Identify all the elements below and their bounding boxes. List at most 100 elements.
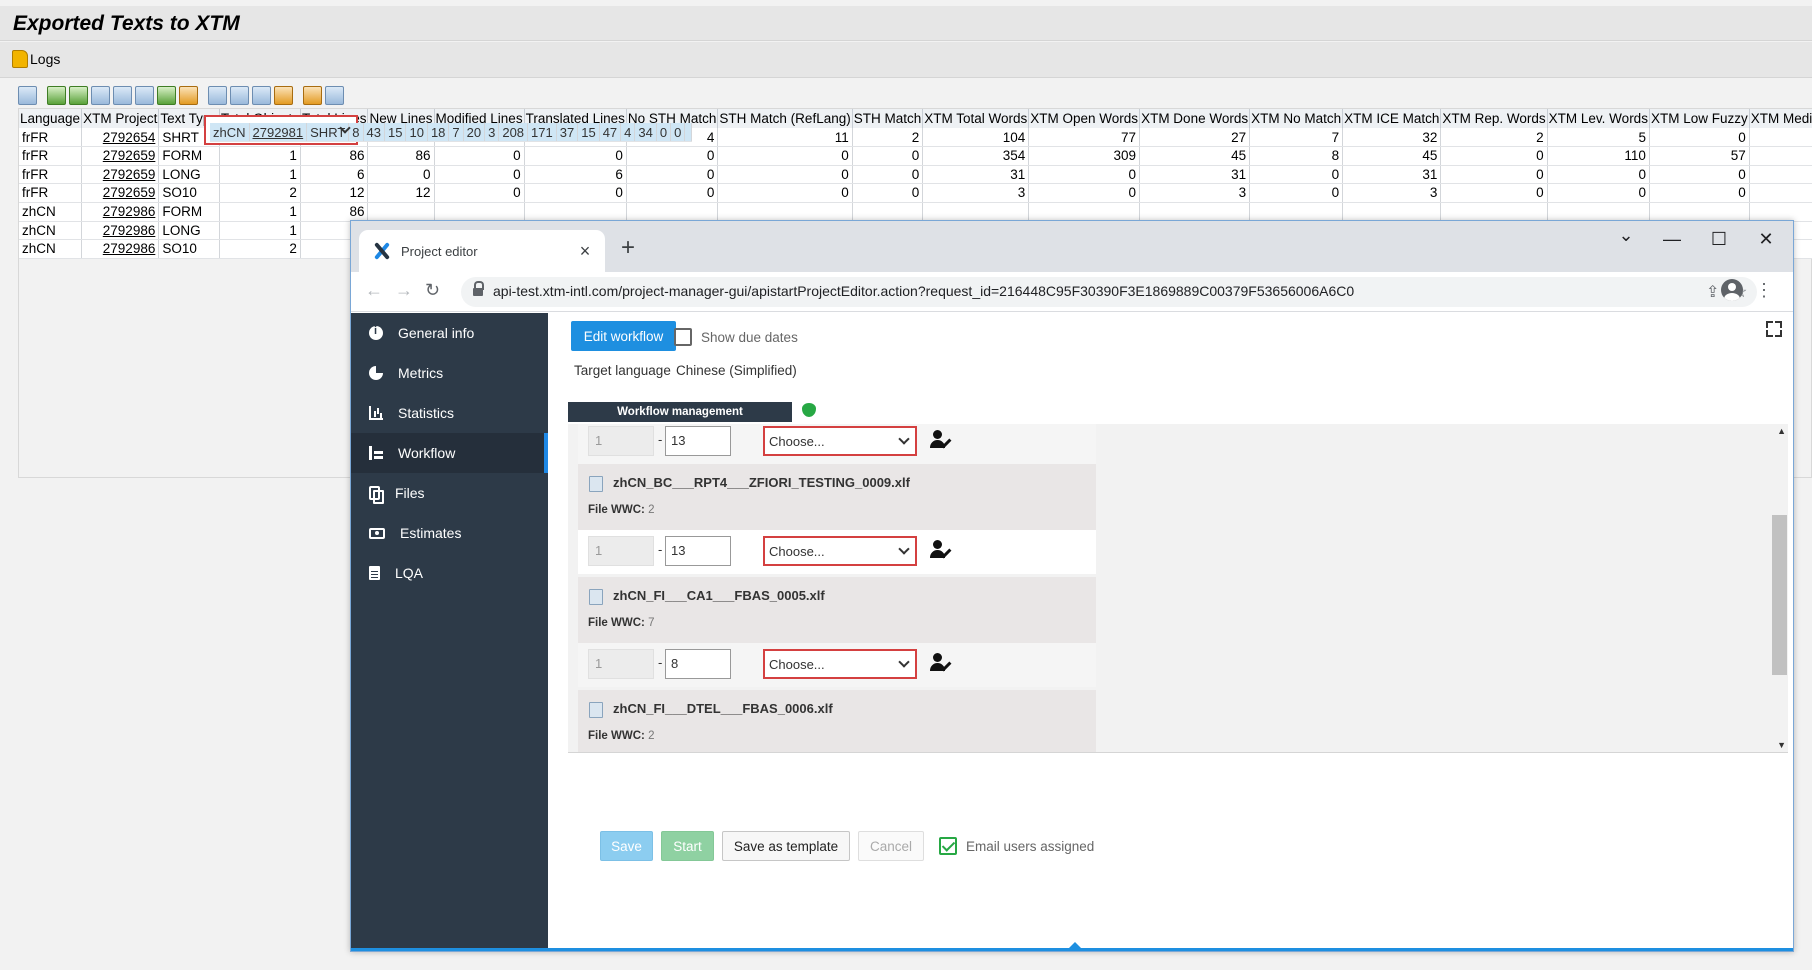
graphic-icon[interactable] xyxy=(303,86,322,105)
range-to-input[interactable]: 8 xyxy=(665,649,731,679)
fullscreen-icon[interactable] xyxy=(1766,321,1782,337)
table-cell: 86 xyxy=(367,146,435,166)
maximize-icon[interactable]: ☐ xyxy=(1710,229,1728,249)
table-row[interactable]: frFR2792659SO102121200000303030000 xyxy=(19,183,1812,203)
assign-user-icon[interactable] xyxy=(930,540,952,560)
logs-button[interactable]: Logs xyxy=(12,50,60,68)
table-cell: 31 xyxy=(922,165,1030,184)
start-button[interactable]: Start xyxy=(661,831,714,861)
show-due-dates-checkbox[interactable] xyxy=(674,328,692,346)
column-header[interactable]: XTM Total Words xyxy=(922,109,1030,128)
table-cell[interactable]: 2792659 xyxy=(81,183,160,203)
share-icon[interactable]: ⇪ xyxy=(1706,284,1720,301)
table-cell: 3 xyxy=(1342,183,1442,203)
column-header[interactable]: XTM Medium Fuzzy xyxy=(1749,109,1812,128)
table-cell[interactable]: 2792986 xyxy=(81,239,160,259)
browser-tab[interactable]: Project editor × xyxy=(359,230,605,272)
assign-user-icon[interactable] xyxy=(930,430,952,450)
assignee-select[interactable]: Choose... xyxy=(763,426,917,456)
subtotal-icon[interactable] xyxy=(179,86,198,105)
find-icon[interactable] xyxy=(91,86,110,105)
url-bar[interactable]: api-test.xtm-intl.com/project-manager-gu… xyxy=(461,277,1757,307)
table-cell: frFR xyxy=(19,165,83,184)
range-to-input[interactable]: 13 xyxy=(665,426,731,456)
new-tab-icon[interactable]: + xyxy=(621,234,636,261)
lock-icon[interactable] xyxy=(473,281,484,298)
filter-icon[interactable] xyxy=(135,86,154,105)
find-next-icon[interactable] xyxy=(113,86,132,105)
email-users-checkbox[interactable] xyxy=(939,837,957,855)
details-icon[interactable] xyxy=(18,86,37,105)
reload-icon[interactable]: ↻ xyxy=(425,280,441,300)
table-cell: 110 xyxy=(1547,146,1650,166)
column-header[interactable]: XTM Project xyxy=(81,109,160,128)
assign-user-icon[interactable] xyxy=(930,653,952,673)
cancel-button[interactable]: Cancel xyxy=(858,831,924,861)
assignee-select[interactable]: Choose... xyxy=(763,536,917,566)
table-cell xyxy=(1749,202,1812,222)
sidebar-item-general-info[interactable]: General info xyxy=(351,313,548,353)
table-cell[interactable]: 2792659 xyxy=(81,165,160,184)
table-cell xyxy=(684,123,693,142)
save-as-template-button[interactable]: Save as template xyxy=(722,831,850,861)
table-cell: 0 xyxy=(434,183,525,203)
table-row[interactable]: frFR 2792659 FORM 1 86 86 0 0 0 0 0 354 309 45 8 45 0 110… xyxy=(19,146,1812,166)
table-row[interactable]: zhCN 2792981 SHRT 8 43 15 10 18 7 20 3 208 171 37 15 47… xyxy=(204,115,693,145)
file-wwc: File WWC: 2 xyxy=(588,504,655,516)
sidebar-item-files[interactable]: Files xyxy=(351,473,548,513)
print-icon[interactable] xyxy=(208,86,227,105)
column-header[interactable]: STH Match (RefLang) xyxy=(717,109,853,128)
table-cell: 5 xyxy=(1547,128,1650,147)
views-icon[interactable] xyxy=(230,86,249,105)
column-header[interactable]: XTM Done Words xyxy=(1139,109,1251,128)
tab-close-icon[interactable]: × xyxy=(579,240,591,261)
sidebar-item-estimates[interactable]: Estimates xyxy=(351,513,548,553)
table-cell[interactable]: 2792654 xyxy=(81,128,160,147)
table-cell[interactable]: 2792981 xyxy=(249,123,308,142)
workflow-management-tab[interactable]: Workflow management xyxy=(568,402,792,422)
total-icon[interactable] xyxy=(157,86,176,105)
column-header[interactable]: Language xyxy=(19,109,83,128)
sort-descending-icon[interactable] xyxy=(69,86,88,105)
scroll-down-icon[interactable]: ▼ xyxy=(1777,740,1786,750)
assignee-select[interactable]: Choose... xyxy=(763,649,917,679)
forward-icon[interactable]: → xyxy=(395,280,413,300)
url-text[interactable]: api-test.xtm-intl.com/project-manager-gu… xyxy=(493,283,1355,299)
column-header[interactable]: XTM Lev. Words xyxy=(1547,109,1650,128)
table-cell: 0 xyxy=(1749,183,1812,203)
edit-workflow-button[interactable]: Edit workflow xyxy=(571,321,676,351)
browser-menu-icon[interactable]: ⋮ xyxy=(1755,280,1773,300)
window-close-icon[interactable]: ✕ xyxy=(1758,229,1774,249)
back-icon[interactable]: ← xyxy=(365,280,383,300)
table-cell[interactable]: 2792659 xyxy=(81,146,160,166)
column-header[interactable]: XTM Open Words xyxy=(1028,109,1141,128)
range-to-input[interactable]: 13 xyxy=(665,536,731,566)
table-cell: 7 xyxy=(1249,128,1344,147)
table-cell[interactable]: 2792986 xyxy=(81,221,160,240)
minimize-icon[interactable]: — xyxy=(1663,229,1681,249)
table-row[interactable]: frFR2792659LONG16006000310310310000 xyxy=(19,165,1812,184)
layout-icon[interactable] xyxy=(274,86,293,105)
tab-search-chevron-icon[interactable]: ⌄ xyxy=(1618,225,1634,245)
table-cell[interactable]: 2792986 xyxy=(81,202,160,222)
column-header[interactable]: XTM Rep. Words xyxy=(1440,109,1548,128)
column-header[interactable]: XTM Low Fuzzy xyxy=(1649,109,1750,128)
scrollbar-thumb[interactable] xyxy=(1772,515,1787,675)
table-cell: 6 xyxy=(524,165,627,184)
column-header[interactable]: XTM ICE Match xyxy=(1342,109,1442,128)
table-row[interactable]: zhCN 2792986 FORM 1 86 xyxy=(19,202,1812,222)
column-header[interactable]: STH Match xyxy=(852,109,924,128)
export-icon[interactable] xyxy=(252,86,271,105)
save-button[interactable]: Save xyxy=(600,831,653,861)
sidebar-item-statistics[interactable]: Statistics xyxy=(351,393,548,433)
sort-ascending-icon[interactable] xyxy=(47,86,66,105)
information-icon[interactable] xyxy=(325,86,344,105)
sidebar-item-metrics[interactable]: Metrics xyxy=(351,353,548,393)
table-cell: SHRT xyxy=(306,123,350,142)
sidebar-item-workflow[interactable]: Workflow xyxy=(351,433,548,473)
scroll-up-icon[interactable]: ▲ xyxy=(1777,426,1786,436)
column-header[interactable]: XTM No Match xyxy=(1249,109,1344,128)
sidebar-item-lqa[interactable]: LQA xyxy=(351,553,548,593)
profile-avatar-icon[interactable] xyxy=(1721,279,1743,301)
step-range-row: 1-13 Choose... xyxy=(578,530,1096,574)
